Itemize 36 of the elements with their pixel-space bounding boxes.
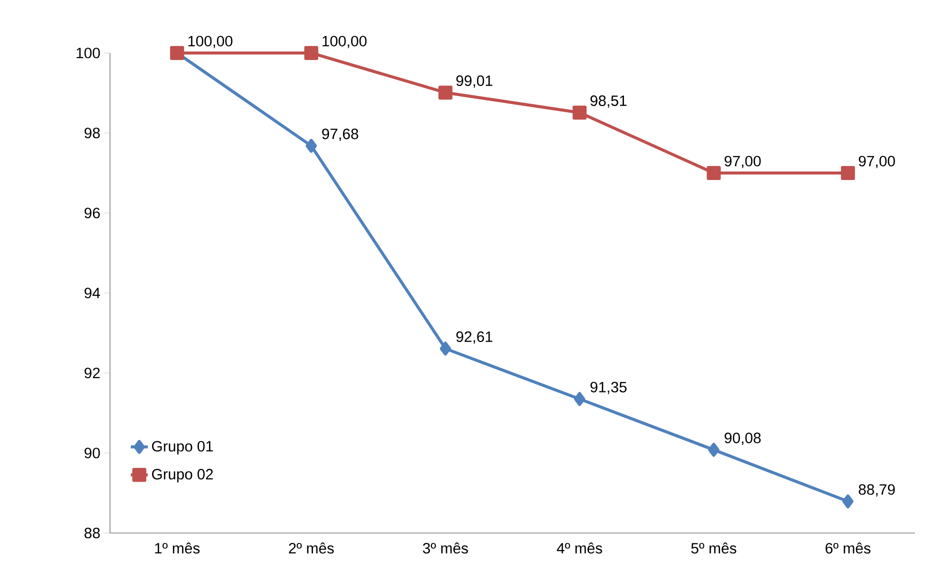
data-label: 100,00 xyxy=(322,36,367,48)
point xyxy=(438,86,452,100)
x-tick-label: 5º mês xyxy=(691,542,736,554)
y-tick-label: 88 xyxy=(84,528,100,538)
legend-label: Grupo 01 xyxy=(152,440,213,454)
data-label: 91,35 xyxy=(590,382,627,394)
x-tick-label: 2º mês xyxy=(288,542,334,554)
x-tick-label: 6º mês xyxy=(826,542,870,554)
data-label: 97,00 xyxy=(724,156,761,168)
point xyxy=(840,166,855,180)
y-tick-label: 92 xyxy=(84,368,100,378)
data-label: 97,00 xyxy=(858,156,895,168)
y-tick-label: 90 xyxy=(84,448,100,458)
data-label: 92,61 xyxy=(456,331,492,344)
y-tick-label: 96 xyxy=(84,208,100,218)
point xyxy=(842,494,854,508)
data-label: 88,79 xyxy=(858,484,895,497)
y-tick-label: 98 xyxy=(84,128,100,138)
point xyxy=(304,46,318,60)
data-label: 99,01 xyxy=(456,75,492,88)
point xyxy=(306,138,317,153)
point xyxy=(574,392,586,406)
point xyxy=(706,166,721,180)
x-tick-label: 3º mês xyxy=(422,542,468,554)
point xyxy=(572,106,587,120)
data-label: 100,00 xyxy=(188,36,232,48)
x-tick-label: 1º mês xyxy=(155,542,200,554)
y-tick-label: 100 xyxy=(76,48,100,58)
data-label: 90,08 xyxy=(724,432,761,445)
point xyxy=(440,342,452,356)
y-tick-label: 94 xyxy=(84,288,100,298)
legend-label: Grupo 02 xyxy=(152,468,213,482)
point xyxy=(708,442,720,457)
x-tick-label: 4º mês xyxy=(556,542,602,554)
data-label: 97,68 xyxy=(322,128,358,141)
data-label: 98,51 xyxy=(590,95,626,108)
